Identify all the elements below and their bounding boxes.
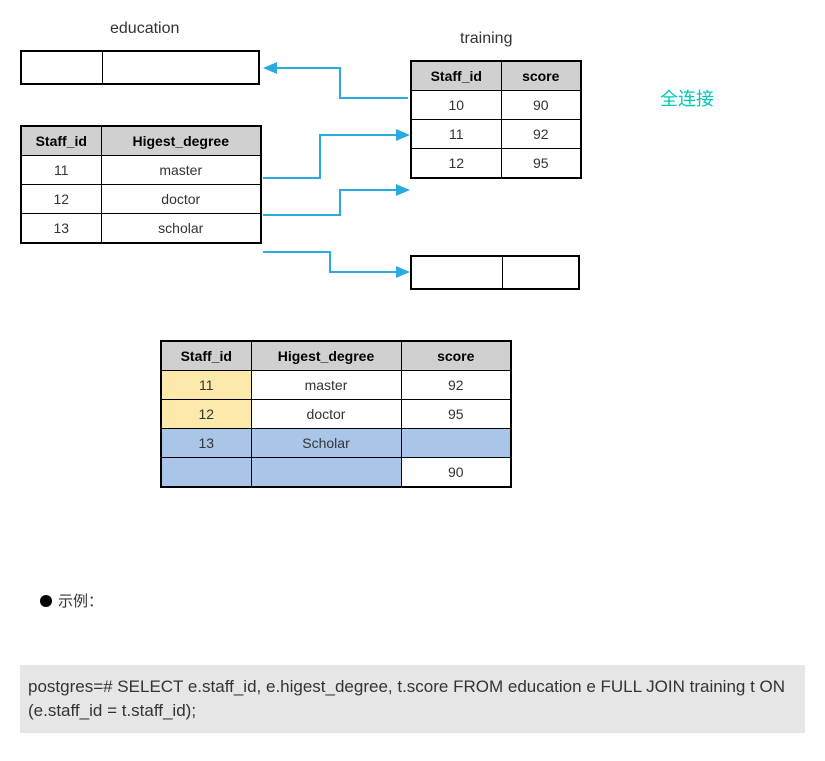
table-row: 13scholar xyxy=(21,214,261,244)
sql-code-block: postgres=# SELECT e.staff_id, e.higest_d… xyxy=(20,665,805,733)
table-cell: 92 xyxy=(401,371,511,400)
column-header: Staff_id xyxy=(411,61,501,91)
column-header: score xyxy=(501,61,581,91)
table-row: 12doctor xyxy=(21,185,261,214)
table-cell: 12 xyxy=(411,149,501,179)
table-row: 1295 xyxy=(411,149,581,179)
table-cell: Scholar xyxy=(251,429,401,458)
table-cell xyxy=(401,429,511,458)
diagram-container: education training 全连接 Staff_idHigest_de… xyxy=(20,20,805,640)
education-label: education xyxy=(110,20,179,38)
example-bullet: 示例： xyxy=(40,590,103,611)
training-empty-box xyxy=(410,255,580,290)
result-table: Staff_idHigest_degreescore 11master9212d… xyxy=(160,340,512,488)
table-row: 13Scholar xyxy=(161,429,511,458)
table-cell: 95 xyxy=(401,400,511,429)
example-text: 示例： xyxy=(58,590,103,611)
table-cell: 12 xyxy=(161,400,251,429)
table-cell: scholar xyxy=(101,214,261,244)
table-cell: 10 xyxy=(411,91,501,120)
table-cell: 12 xyxy=(21,185,101,214)
table-row: 11master92 xyxy=(161,371,511,400)
training-label: training xyxy=(460,30,512,48)
education-empty-box xyxy=(20,50,260,85)
table-cell: 13 xyxy=(161,429,251,458)
table-cell: doctor xyxy=(251,400,401,429)
table-cell: 90 xyxy=(501,91,581,120)
column-header: score xyxy=(401,341,511,371)
table-cell: 13 xyxy=(21,214,101,244)
table-row: 11master xyxy=(21,156,261,185)
column-header: Staff_id xyxy=(161,341,251,371)
table-row: 90 xyxy=(161,458,511,488)
table-cell xyxy=(251,458,401,488)
column-header: Higest_degree xyxy=(101,126,261,156)
column-header: Higest_degree xyxy=(251,341,401,371)
table-cell: master xyxy=(251,371,401,400)
table-row: 1192 xyxy=(411,120,581,149)
table-cell: master xyxy=(101,156,261,185)
table-cell: 11 xyxy=(411,120,501,149)
bullet-icon xyxy=(40,595,52,607)
table-cell: 11 xyxy=(161,371,251,400)
table-row: 1090 xyxy=(411,91,581,120)
table-cell: doctor xyxy=(101,185,261,214)
table-cell: 90 xyxy=(401,458,511,488)
table-cell: 95 xyxy=(501,149,581,179)
education-table: Staff_idHigest_degree 11master12doctor13… xyxy=(20,125,262,244)
table-cell: 11 xyxy=(21,156,101,185)
full-join-label: 全连接 xyxy=(660,85,714,111)
column-header: Staff_id xyxy=(21,126,101,156)
table-row: 12doctor95 xyxy=(161,400,511,429)
table-cell: 92 xyxy=(501,120,581,149)
table-cell xyxy=(161,458,251,488)
training-table: Staff_idscore 109011921295 xyxy=(410,60,582,179)
